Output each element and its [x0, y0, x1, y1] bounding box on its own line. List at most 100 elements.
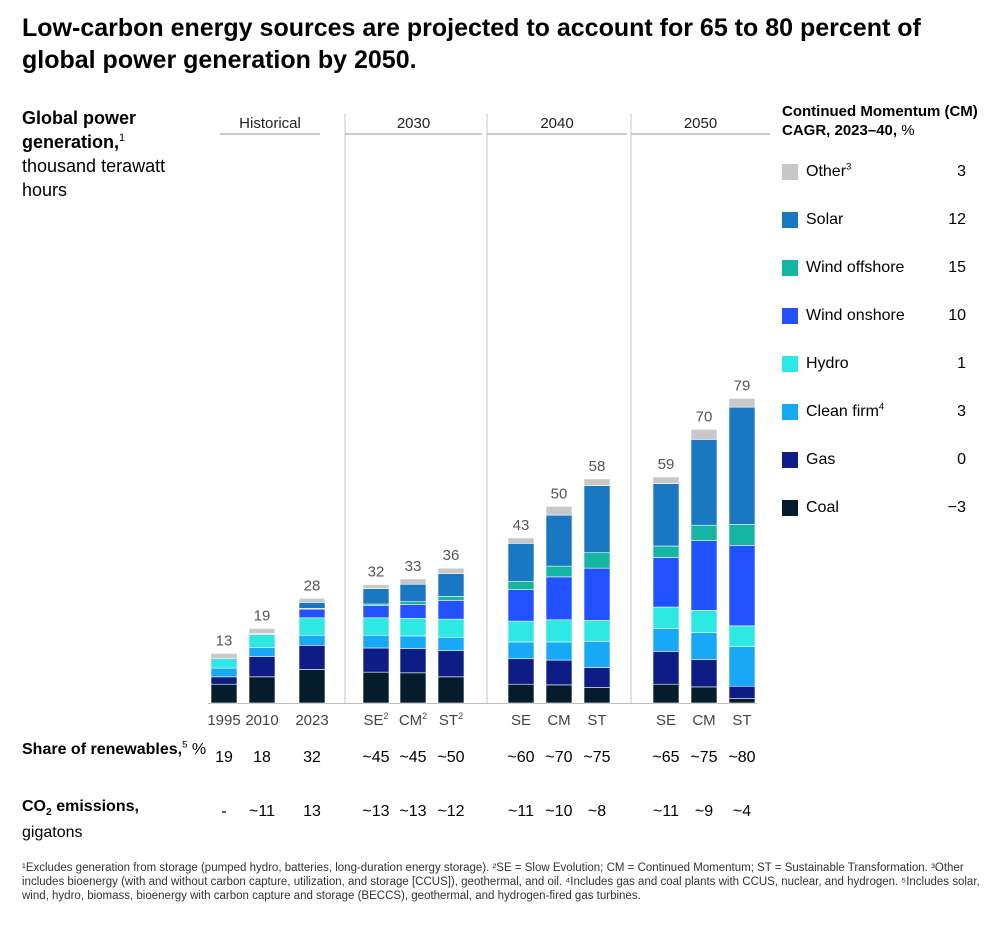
bar-segment-hydro [690, 610, 718, 633]
legend-value: 1 [957, 355, 966, 372]
co2-label-post: emissions, [51, 798, 139, 815]
legend-swatch [782, 164, 798, 180]
bar-segment-gas [583, 667, 611, 688]
bar-total-label: 58 [589, 458, 606, 475]
bar-segment-wind-offshore [652, 545, 680, 558]
category-label: 1995 [207, 712, 240, 729]
legend-label: Solar [806, 211, 844, 228]
category-label: CM [547, 712, 570, 729]
group-label: 2040 [540, 115, 573, 132]
renewables-value: ~50 [437, 749, 465, 766]
bar-segment-solar [399, 583, 427, 602]
bar-segment-coal [690, 686, 718, 704]
legend-swatch [782, 452, 798, 468]
bar-segment-gas [362, 647, 390, 673]
co2-value: ~12 [437, 803, 465, 820]
bar-segment-gas [298, 645, 326, 670]
bar-segment-coal [298, 669, 326, 704]
renewables-label-unit: % [191, 741, 207, 758]
renewables-label-bold: Share of renewables, [22, 741, 183, 758]
bar-segment-clean-firm [210, 667, 238, 678]
legend-label: Clean firm4 [806, 401, 885, 420]
bar-segment-hydro [728, 625, 756, 647]
bar-segment-solar [437, 573, 465, 597]
renewables-value: ~45 [399, 749, 427, 766]
co2-value: ~11 [249, 803, 275, 820]
category-label: ST [732, 712, 751, 729]
bar-segment-other [507, 537, 535, 544]
legend-item-clean-firm: Clean firm4 3 [782, 402, 972, 424]
bar-segment-hydro [545, 619, 573, 643]
bar-segment-hydro [248, 634, 276, 648]
co2-value: ~13 [362, 803, 390, 820]
bar-segment-solar [298, 602, 326, 609]
bar-segment-hydro [437, 618, 465, 638]
bar-segment-coal [507, 683, 535, 704]
bar-segment-other [652, 476, 680, 484]
bar-segment-coal [210, 683, 238, 704]
category-label: ST2 [439, 711, 463, 729]
category-label: 2023 [295, 712, 328, 729]
legend-title-unit: % [901, 122, 915, 139]
bar-total-label: 59 [658, 456, 675, 473]
category-label: SE2 [363, 711, 388, 729]
legend-label: Hydro [806, 355, 849, 372]
bar-total-label: 33 [405, 558, 422, 575]
co2-label-bold: CO2 emissions, [22, 798, 139, 818]
co2-value: ~11 [653, 803, 679, 820]
legend-value: 3 [957, 403, 966, 420]
bar-total-label: 13 [216, 632, 233, 649]
bar-total-label: 19 [254, 608, 271, 625]
bar-segment-other [728, 398, 756, 408]
legend-value: −3 [947, 499, 966, 516]
renewables-value: 32 [303, 749, 321, 766]
category-label: SE [656, 712, 676, 729]
group-label: 2030 [397, 115, 430, 132]
bar-segment-clean-firm [728, 646, 756, 687]
co2-label-unit: gigatons [22, 824, 83, 842]
renewables-value: ~65 [652, 749, 680, 766]
bar-segment-coal [248, 676, 276, 704]
renewables-value: ~75 [690, 749, 718, 766]
footnote: ¹Excludes generation from storage (pumpe… [22, 862, 980, 902]
bar-segment-other [690, 428, 718, 440]
bar-segment-wind-onshore [690, 540, 718, 611]
legend-value: 0 [957, 451, 966, 468]
bar-segment-gas [545, 659, 573, 686]
legend-title-text: Continued Momentum (CM) CAGR, 2023–40, [782, 103, 978, 139]
bar-total-label: 32 [368, 564, 385, 581]
co2-label-pre: CO [22, 798, 46, 815]
category-label: 2010 [245, 712, 278, 729]
legend-item-wind-offshore: Wind offshore 15 [782, 258, 972, 280]
bar-total-label: 43 [513, 517, 530, 534]
bar-segment-solar [583, 485, 611, 554]
bar-segment-wind-onshore [507, 589, 535, 622]
legend-label: Other3 [806, 161, 852, 180]
bar-segment-wind-offshore [690, 524, 718, 541]
co2-value: ~4 [732, 803, 752, 820]
bar-segment-coal [728, 698, 756, 704]
legend-swatch [782, 404, 798, 420]
legend-swatch [782, 212, 798, 228]
bar-segment-gas [210, 676, 238, 685]
bar-segment-solar [728, 406, 756, 525]
bar-segment-wind-offshore [728, 524, 756, 546]
bar-segment-other [362, 584, 390, 589]
bar-segment-clean-firm [298, 634, 326, 646]
category-label: CM [692, 712, 715, 729]
legend-item-wind-onshore: Wind onshore 10 [782, 306, 972, 328]
legend-label: Gas [806, 451, 836, 468]
bar-segment-clean-firm [248, 647, 276, 658]
bar-segment-wind-onshore [298, 608, 326, 619]
bar-segment-wind-offshore [507, 581, 535, 590]
bar-segment-coal [652, 683, 680, 704]
renewables-value: ~45 [362, 749, 390, 766]
y-axis-label-sup: 1 [119, 132, 126, 144]
bar-segment-hydro [507, 620, 535, 643]
bar-segment-wind-onshore [399, 604, 427, 619]
bar-segment-wind-offshore [583, 552, 611, 569]
stacked-bar-chart: Historical 13 1995 19 2010 28 2023 2030 32 SE2 33 C… [207, 114, 770, 729]
renewables-label-sup: 5 [182, 739, 188, 751]
bar-segment-wind-offshore [545, 565, 573, 578]
bar-segment-coal [437, 676, 465, 704]
